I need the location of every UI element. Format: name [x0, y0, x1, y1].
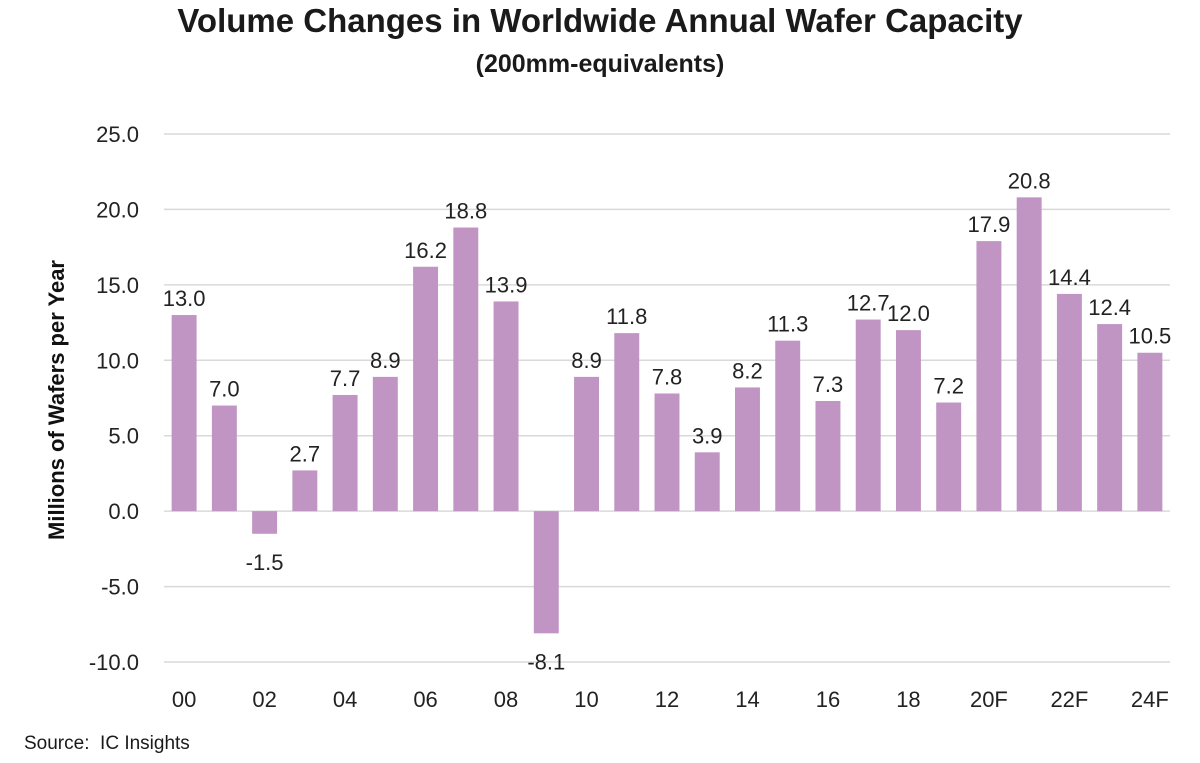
data-labels: 13.07.0-1.52.77.78.916.218.813.9-8.18.91… [163, 168, 1172, 674]
bar-04 [332, 394, 358, 512]
x-tick-label: 22F [1050, 687, 1088, 712]
bar-24F [1137, 352, 1163, 512]
data-label: 2.7 [290, 441, 321, 466]
data-label: 14.4 [1048, 265, 1091, 290]
bar-21F [1016, 197, 1042, 512]
bar-02 [252, 511, 278, 534]
data-label: 8.9 [370, 348, 401, 373]
bar-06 [413, 266, 439, 512]
x-tick-label: 14 [735, 687, 759, 712]
x-tick-label: 04 [333, 687, 357, 712]
bar-13 [694, 452, 720, 512]
x-tick-label: 06 [413, 687, 437, 712]
bar-00 [171, 315, 197, 512]
x-tick-label: 24F [1131, 687, 1169, 712]
data-label: 12.7 [847, 291, 890, 316]
x-tick-label: 12 [655, 687, 679, 712]
y-tick-label: -10.0 [89, 650, 139, 675]
bar-03 [292, 470, 318, 512]
bar-23F [1097, 324, 1123, 512]
bars [171, 197, 1163, 634]
y-tick-label: 5.0 [108, 424, 139, 449]
y-tick-label: 25.0 [96, 122, 139, 147]
y-tick-label: 20.0 [96, 197, 139, 222]
bar-08 [493, 301, 519, 512]
x-tick-label: 02 [252, 687, 276, 712]
data-label: 10.5 [1128, 324, 1171, 349]
y-axis-ticks: -10.0 -5.0 0.0 5.0 10.0 15.0 20.0 25.0 [89, 122, 139, 675]
data-label: 11.3 [767, 312, 808, 337]
y-tick-label: 10.0 [96, 348, 139, 373]
data-label: 7.2 [933, 374, 964, 399]
data-label: 11.8 [606, 304, 647, 329]
bar-16 [815, 401, 841, 512]
chart-subtitle: (200mm-equivalents) [475, 50, 725, 78]
y-tick-label: -5.0 [101, 575, 139, 600]
bar-18 [895, 330, 921, 512]
data-label: -8.1 [527, 649, 565, 674]
data-label: 12.4 [1088, 295, 1131, 320]
data-label: 13.9 [485, 272, 528, 297]
x-tick-label: 20F [970, 687, 1008, 712]
bar-07 [453, 227, 479, 512]
bar-10 [574, 376, 599, 512]
data-label: 12.0 [887, 301, 930, 326]
y-tick-label: 0.0 [108, 499, 139, 524]
bar-05 [372, 376, 398, 512]
bar-09 [533, 511, 559, 634]
bar-01 [211, 405, 237, 512]
bar-15 [775, 340, 801, 512]
x-tick-label: 00 [172, 687, 196, 712]
data-label: 20.8 [1008, 168, 1051, 193]
data-label: 7.8 [652, 364, 683, 389]
data-label: 8.2 [732, 358, 763, 383]
bar-22F [1056, 293, 1082, 512]
data-label: 18.8 [444, 199, 487, 224]
x-tick-label: 18 [896, 687, 920, 712]
data-label: 3.9 [692, 423, 723, 448]
bar-19 [936, 402, 962, 512]
bar-11 [614, 333, 640, 512]
bar-12 [654, 393, 680, 512]
data-label: -1.5 [246, 550, 284, 575]
source-note: Source: IC Insights [24, 733, 190, 754]
x-tick-label: 16 [816, 687, 840, 712]
bar-20F [976, 241, 1002, 512]
data-label: 7.3 [813, 372, 844, 397]
data-label: 13.0 [163, 286, 206, 311]
data-label: 7.7 [330, 366, 361, 391]
x-axis-ticks: 00 02 04 06 08 10 12 14 16 18 20F 22F 24F [172, 687, 1169, 712]
chart-title: Volume Changes in Worldwide Annual Wafer… [177, 2, 1023, 39]
x-tick-label: 08 [494, 687, 518, 712]
data-label: 16.2 [404, 238, 447, 263]
bar-14 [735, 387, 760, 512]
data-label: 17.9 [968, 212, 1011, 237]
data-label: 8.9 [571, 348, 602, 373]
data-label: 7.0 [209, 377, 240, 402]
y-axis-label: Millions of Wafers per Year [44, 260, 69, 540]
y-tick-label: 15.0 [96, 273, 139, 298]
x-tick-label: 10 [574, 687, 598, 712]
bar-17 [855, 319, 881, 512]
